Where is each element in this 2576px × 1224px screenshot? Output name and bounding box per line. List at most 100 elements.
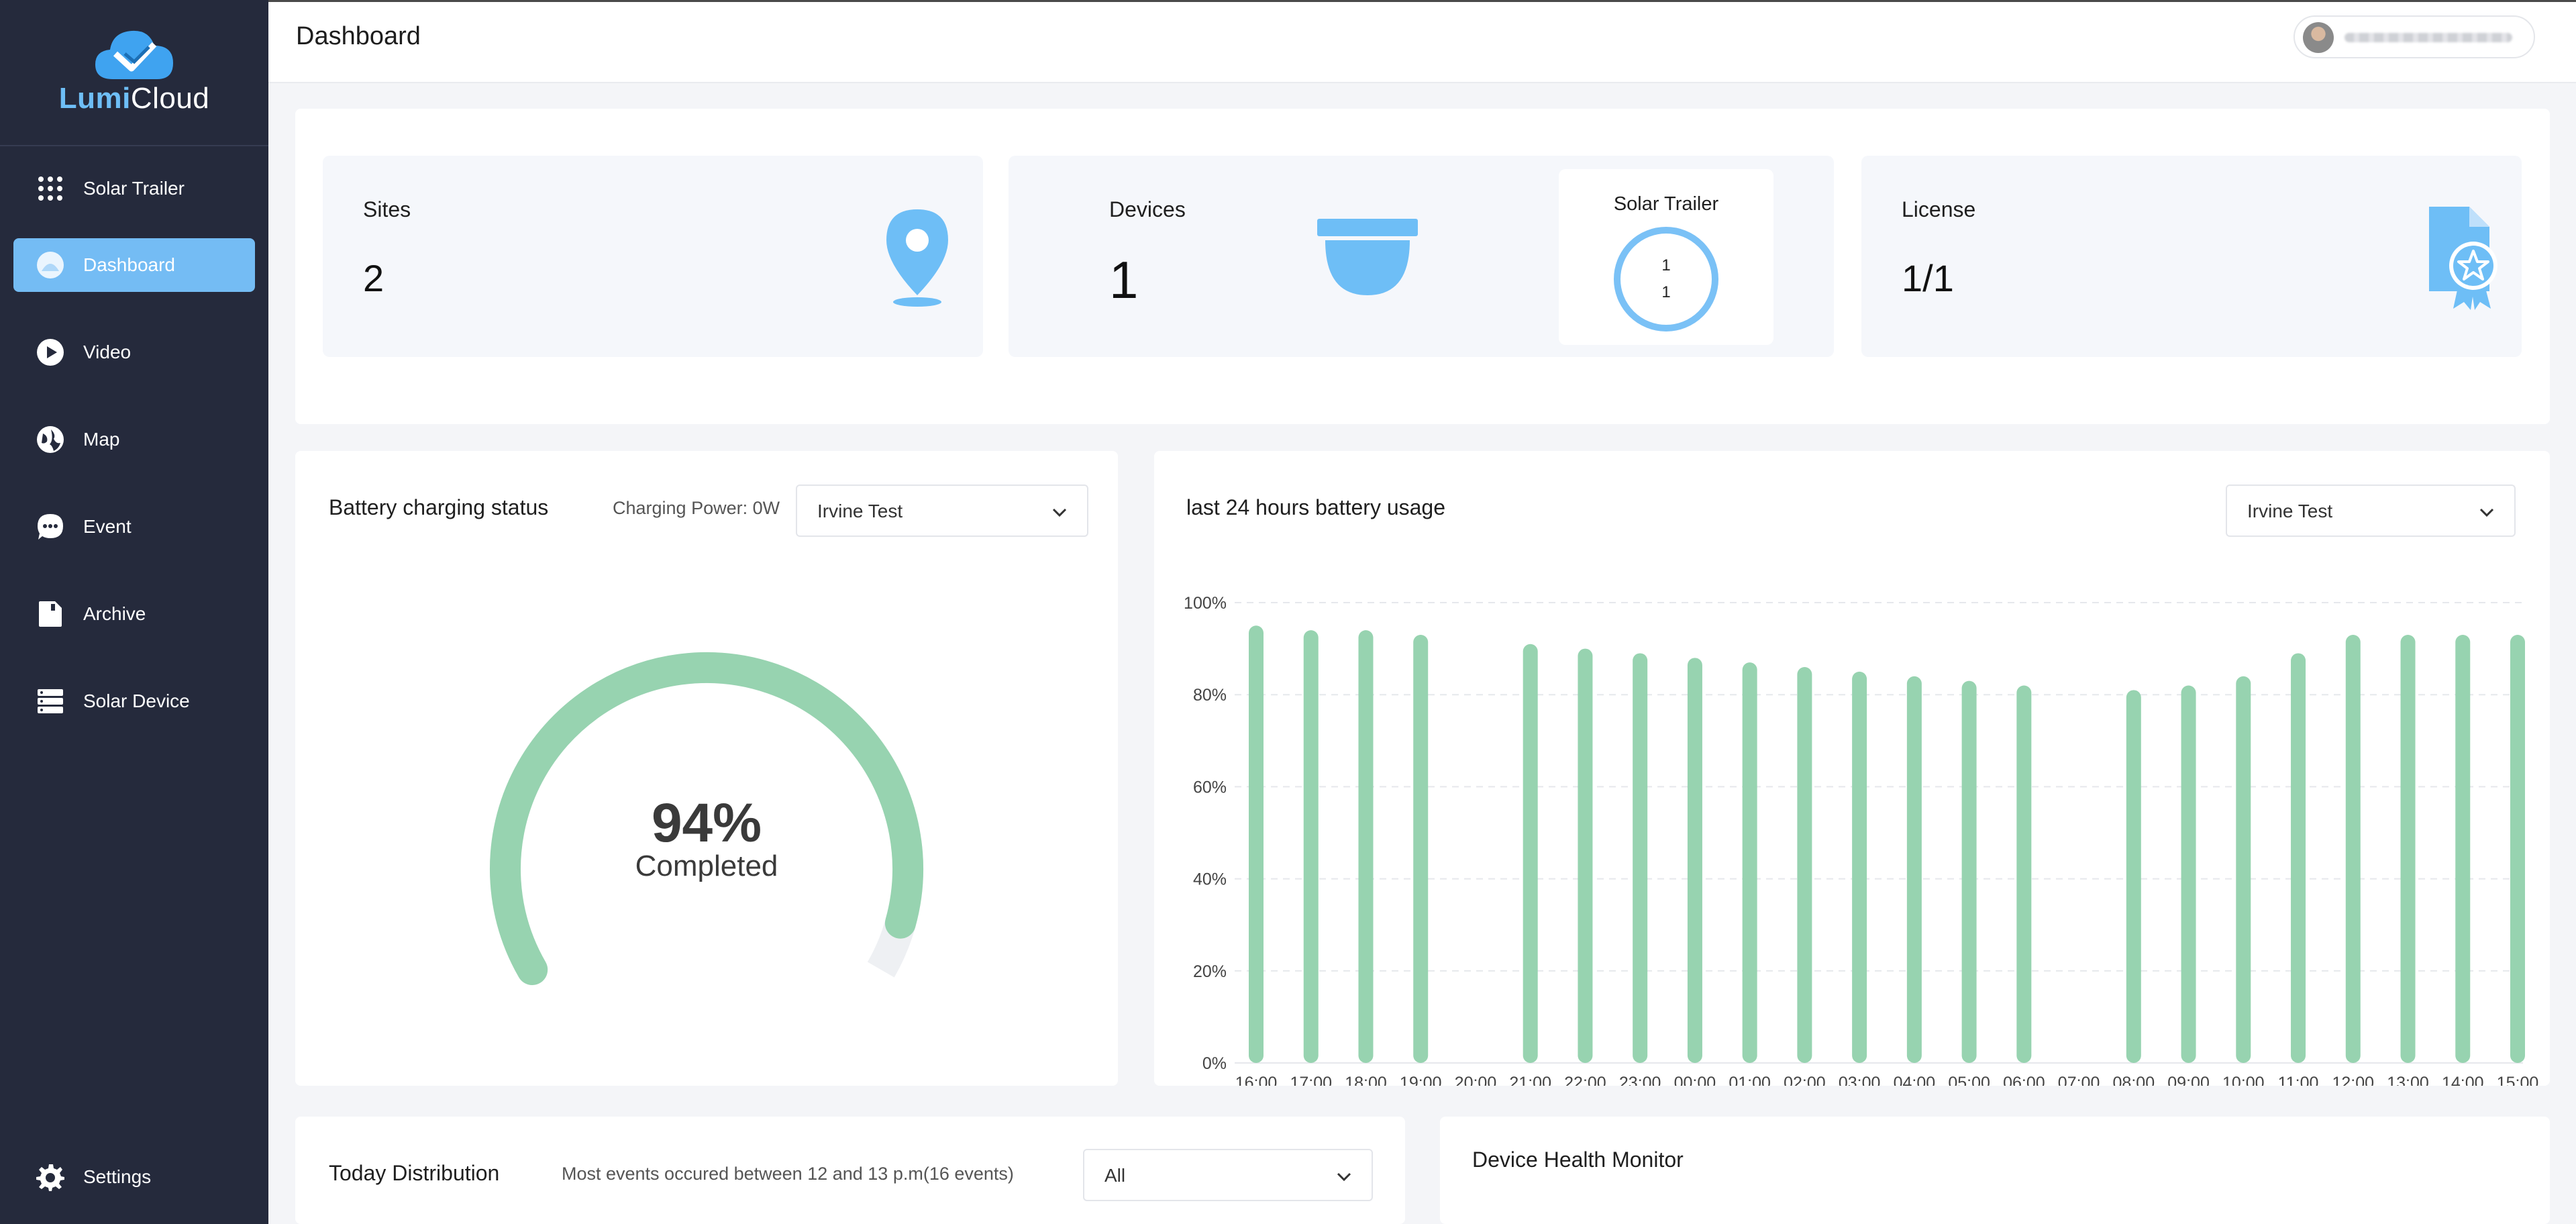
x-tick-label: 18:00 — [1345, 1074, 1387, 1086]
battery-usage-title: last 24 hours battery usage — [1186, 495, 1446, 519]
bar — [1413, 635, 1429, 1063]
x-tick-label: 19:00 — [1400, 1074, 1442, 1086]
bar — [2291, 653, 2306, 1063]
device-health-panel: Device Health Monitor — [1440, 1117, 2550, 1224]
top-header: Dashboard — [268, 0, 2576, 83]
battery-site-select-value: Irvine Test — [817, 501, 903, 521]
bar — [1523, 644, 1538, 1063]
bar — [1358, 630, 1374, 1063]
sidebar-item-label: Map — [83, 429, 120, 450]
bar — [1303, 630, 1319, 1063]
charging-power-text: Charging Power: 0W — [613, 498, 780, 518]
sidebar-item-label: Video — [83, 342, 132, 362]
bar — [1578, 648, 1593, 1063]
x-tick-label: 03:00 — [1839, 1074, 1881, 1086]
certificate-icon — [2429, 207, 2497, 310]
x-tick-label: 21:00 — [1509, 1074, 1551, 1086]
sidebar-item-label: Archive — [83, 603, 146, 624]
distribution-filter-value: All — [1104, 1165, 1126, 1186]
devices-value: 1 — [1109, 250, 1139, 309]
grid-dots-icon — [35, 173, 66, 204]
solar-trailer-summary[interactable]: Solar Trailer 1 1 — [1559, 169, 1773, 345]
location-pin-icon — [886, 209, 948, 307]
user-menu[interactable] — [2294, 15, 2535, 58]
logo[interactable]: LumiCloud — [0, 0, 268, 146]
sidebar-item-label: Solar Device — [83, 691, 190, 711]
chat-bubble-icon — [35, 511, 66, 542]
bar — [2016, 685, 2032, 1063]
bar — [2400, 635, 2416, 1063]
x-tick-label: 16:00 — [1235, 1074, 1278, 1086]
today-distribution-panel: Today Distribution Most events occured b… — [295, 1117, 1405, 1224]
sidebar-item-label: Solar Trailer — [83, 178, 185, 199]
avatar — [2303, 22, 2334, 53]
distribution-filter-select[interactable]: All — [1083, 1149, 1373, 1201]
sidebar-item-solar-trailer[interactable]: Solar Trailer — [13, 162, 255, 215]
x-tick-label: 20:00 — [1455, 1074, 1497, 1086]
x-tick-label: 06:00 — [2003, 1074, 2045, 1086]
devices-card[interactable]: Devices 1 Solar Trailer 1 1 — [1009, 156, 1834, 357]
license-card[interactable]: License 1/1 — [1861, 156, 2522, 357]
sidebar-item-label: Dashboard — [83, 254, 175, 275]
distribution-title: Today Distribution — [329, 1161, 500, 1185]
device-health-title: Device Health Monitor — [1472, 1148, 1684, 1172]
x-tick-label: 22:00 — [1564, 1074, 1606, 1086]
y-tick-label: 100% — [1184, 594, 1227, 613]
x-tick-label: 04:00 — [1894, 1074, 1936, 1086]
license-label: License — [1902, 197, 1976, 221]
bar — [1742, 662, 1757, 1063]
sidebar-item-map[interactable]: Map — [13, 413, 255, 466]
bar — [2345, 635, 2361, 1063]
sidebar-item-solar-device[interactable]: Solar Device — [13, 674, 255, 728]
battery-status-panel: Battery charging status Charging Power: … — [295, 451, 1118, 1086]
x-tick-label: 09:00 — [2167, 1074, 2210, 1086]
archive-folder-icon — [35, 599, 66, 629]
sidebar: LumiCloud Solar Trailer Dashboard — [0, 0, 268, 1224]
bar — [1633, 653, 1648, 1063]
battery-usage-panel: last 24 hours battery usage Irvine Test … — [1154, 451, 2550, 1086]
x-tick-label: 11:00 — [2278, 1074, 2319, 1086]
distribution-note: Most events occured between 12 and 13 p.… — [562, 1164, 1014, 1184]
y-tick-label: 0% — [1202, 1054, 1227, 1073]
page-title: Dashboard — [296, 22, 421, 50]
battery-site-select[interactable]: Irvine Test — [796, 484, 1088, 537]
sidebar-item-archive[interactable]: Archive — [13, 587, 255, 641]
battery-status-title: Battery charging status — [329, 495, 549, 519]
settings-label: Settings — [83, 1166, 152, 1187]
sites-label: Sites — [363, 197, 411, 221]
user-name-redacted — [2345, 33, 2512, 42]
usage-site-select[interactable]: Irvine Test — [2226, 484, 2516, 537]
server-stack-icon — [35, 686, 66, 717]
x-tick-label: 01:00 — [1729, 1074, 1771, 1086]
x-tick-label: 07:00 — [2058, 1074, 2100, 1086]
gear-icon — [35, 1162, 66, 1192]
play-icon — [35, 337, 66, 368]
stats-panel: Sites 2 Devices 1 Solar Trailer 1 1 Lice… — [295, 109, 2550, 424]
x-tick-label: 08:00 — [2113, 1074, 2155, 1086]
solar-trailer-label: Solar Trailer — [1613, 193, 1719, 215]
gauge-fill — [489, 652, 923, 985]
cloud-logo-icon — [95, 30, 173, 79]
devices-label: Devices — [1109, 197, 1186, 221]
bar — [2510, 635, 2525, 1063]
x-tick-label: 17:00 — [1290, 1074, 1332, 1086]
bar — [1852, 671, 1867, 1063]
sidebar-item-dashboard[interactable]: Dashboard — [13, 238, 255, 292]
y-tick-label: 40% — [1193, 870, 1227, 889]
x-tick-label: 00:00 — [1674, 1074, 1716, 1086]
usage-site-select-value: Irvine Test — [2247, 501, 2333, 521]
x-tick-label: 02:00 — [1784, 1074, 1826, 1086]
battery-usage-chart: 0% 20% 40% 60% 80% 100% 16:00 17:00 18:00 19:00 20… — [1184, 594, 2538, 1086]
x-tick-label: 12:00 — [2332, 1074, 2375, 1086]
solar-trailer-count-bottom: 1 — [1661, 283, 1671, 301]
sidebar-item-event[interactable]: Event — [13, 500, 255, 554]
sidebar-item-video[interactable]: Video — [13, 325, 255, 379]
battery-gauge — [489, 652, 923, 985]
sidebar-item-settings[interactable]: Settings — [13, 1150, 255, 1204]
y-tick-label: 60% — [1193, 778, 1227, 797]
solar-trailer-count-top: 1 — [1661, 256, 1671, 274]
bar — [2126, 690, 2141, 1063]
bar — [2181, 685, 2196, 1063]
chevron-down-icon — [1052, 508, 1067, 517]
sites-card[interactable]: Sites 2 — [323, 156, 983, 357]
